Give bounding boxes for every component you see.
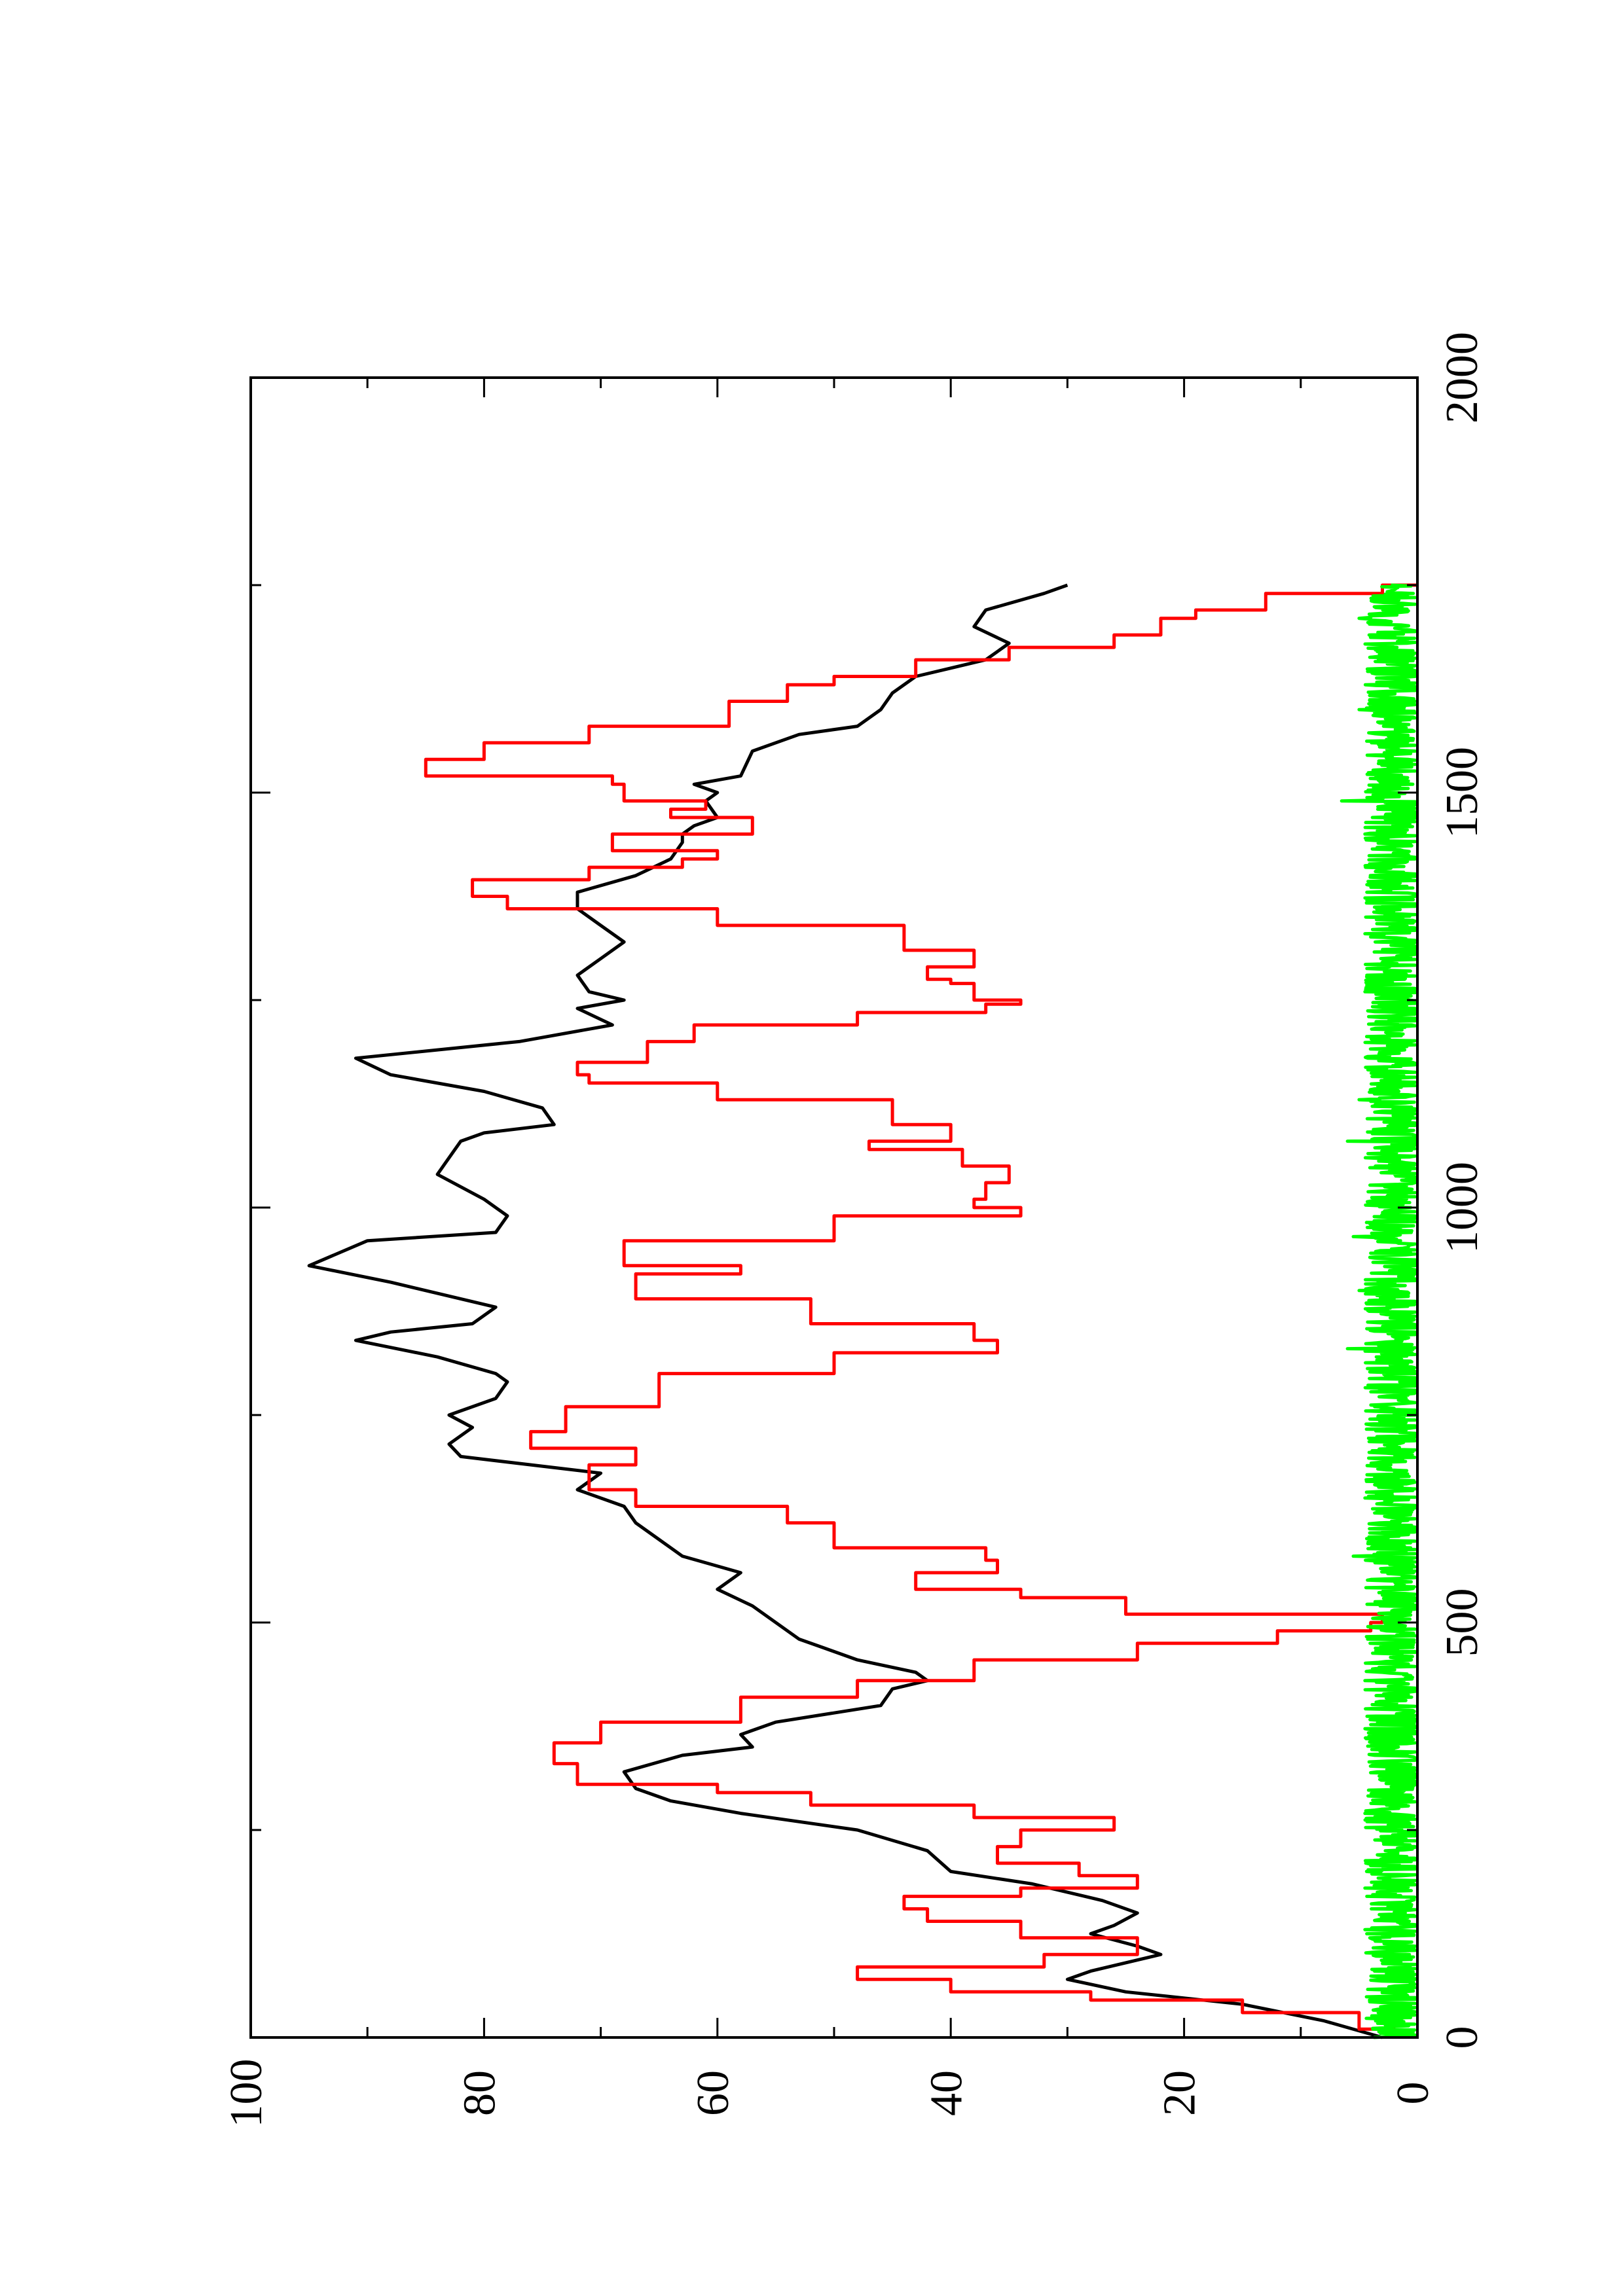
plot-frame [249, 376, 1419, 2039]
plot-area [307, 583, 1417, 2039]
tick-labels: 0 500 1000 1500 2000 0 20 40 60 80 100 [221, 332, 1487, 2128]
y-tick-label: 80 [454, 2070, 505, 2116]
y-tick-label: 40 [921, 2070, 972, 2116]
series-line-0 [307, 583, 1383, 2039]
x-tick-label: 1500 [1437, 747, 1487, 838]
series-line-2 [1340, 583, 1417, 2039]
series-line-1 [424, 583, 1417, 2037]
x-tick-label: 1000 [1437, 1162, 1487, 1253]
tick-marks [249, 376, 1419, 2039]
y-tick-label: 60 [688, 2070, 739, 2116]
y-tick-label: 100 [221, 2059, 272, 2128]
y-tick-label: 20 [1155, 2070, 1205, 2116]
x-tick-label: 2000 [1437, 332, 1487, 423]
x-tick-label: 500 [1437, 1588, 1487, 1657]
y-tick-label: 0 [1388, 2082, 1438, 2105]
x-tick-label: 0 [1437, 2026, 1487, 2049]
